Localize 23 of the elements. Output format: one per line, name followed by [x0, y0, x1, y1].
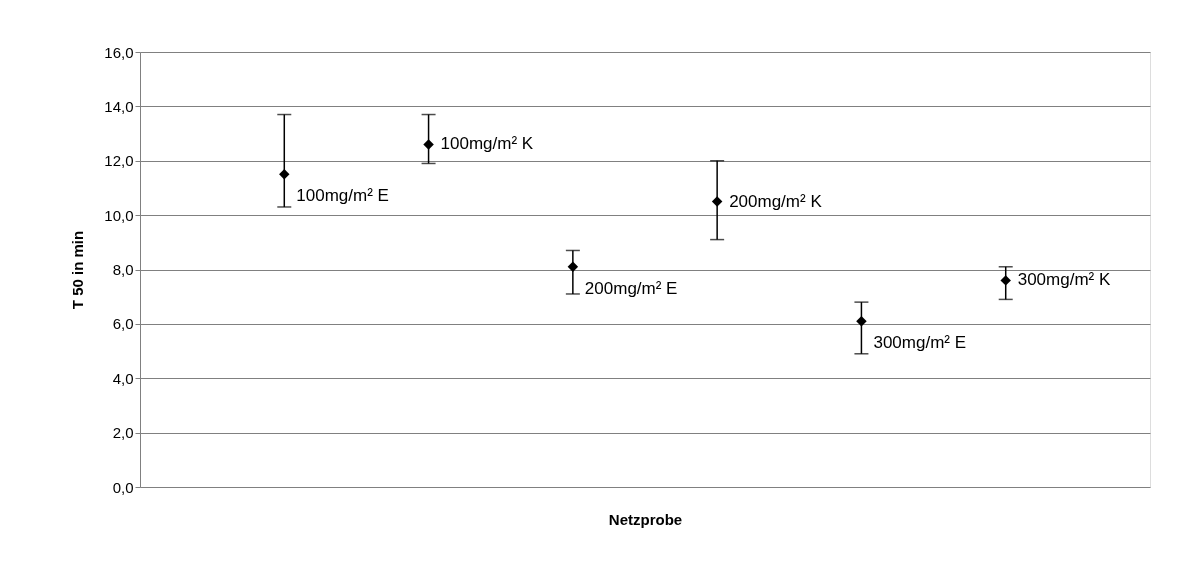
point — [856, 315, 867, 327]
y-tick-label: 0,0 — [112, 478, 134, 496]
point — [423, 139, 434, 150]
y-tick-label: 8,0 — [112, 261, 134, 278]
point — [567, 261, 579, 273]
y-tick-label: 6,0 — [112, 315, 134, 333]
y-tick-label: 4,0 — [112, 369, 134, 387]
point — [1000, 275, 1011, 286]
annotation: 200mg/m² K — [729, 191, 823, 211]
y-tick-label: 16,0 — [104, 43, 134, 61]
point — [279, 169, 290, 180]
y-tick-label: 14,0 — [104, 97, 134, 115]
y-tick-label: 12,0 — [104, 152, 134, 170]
y-tick-label: 2,0 — [112, 424, 134, 442]
x-axis-title: Netzprobe — [608, 510, 683, 528]
point — [711, 196, 723, 207]
y-axis-title: T 50 in min — [69, 230, 87, 310]
y-tick-label: 10,0 — [104, 206, 134, 224]
annotation: 200mg/m² E — [584, 278, 678, 298]
annotation: 300mg/m² E — [873, 333, 967, 353]
annotation: 300mg/m² K — [1017, 270, 1111, 290]
annotation: 100mg/m² K — [440, 134, 534, 154]
annotation: 100mg/m² E — [296, 186, 389, 206]
